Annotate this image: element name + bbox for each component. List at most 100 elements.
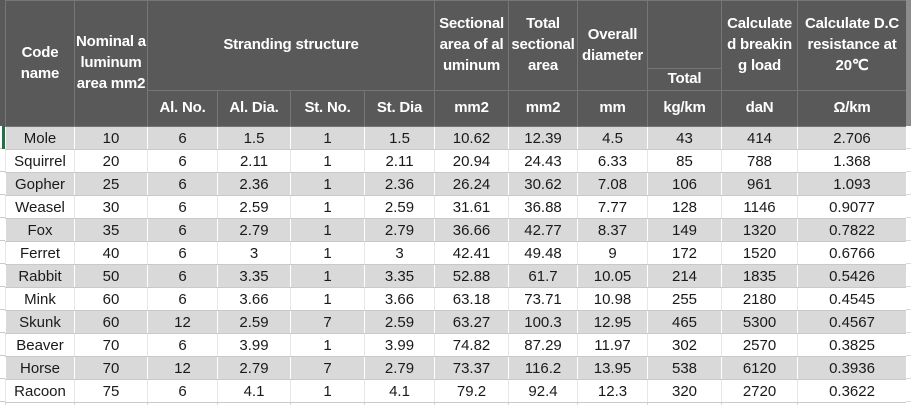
cell-value[interactable]: 2.11 (363, 149, 436, 173)
cell-value[interactable]: 1 (290, 379, 365, 403)
cell-value[interactable]: 12.95 (577, 310, 649, 334)
cell-value[interactable]: 4.5 (577, 126, 649, 150)
cell-value[interactable]: 320 (647, 379, 723, 403)
header-dc-resistance[interactable]: Calculate D.C resistance at 20℃ (797, 0, 908, 91)
cell-value[interactable]: 11.97 (577, 333, 649, 357)
cell-value[interactable]: 40 (74, 241, 148, 265)
cell-value[interactable]: 6 (147, 333, 218, 357)
cell-value[interactable]: 0.7822 (797, 218, 908, 242)
header-empty-cell[interactable] (647, 0, 723, 69)
cell-value[interactable]: 0.5426 (797, 264, 908, 288)
cell-value[interactable]: 52.88 (434, 264, 510, 288)
cell-value[interactable]: 2.79 (217, 356, 291, 380)
cell-value[interactable]: 1.093 (797, 172, 908, 196)
cell-code-name[interactable]: Squirrel (5, 149, 75, 173)
cell-value[interactable]: 8.37 (577, 218, 649, 242)
cell-value[interactable]: 788 (721, 149, 799, 173)
header-st-no[interactable]: St. No. (290, 90, 365, 127)
cell-value[interactable]: 49.48 (508, 241, 579, 265)
cell-value[interactable]: 10 (74, 126, 148, 150)
cell-value[interactable]: 149 (647, 218, 723, 242)
cell-code-name[interactable]: Ferret (5, 241, 75, 265)
cell-code-name[interactable]: Racoon (5, 379, 75, 403)
cell-value[interactable]: 2.11 (217, 149, 291, 173)
cell-value[interactable]: 1 (290, 333, 365, 357)
cell-value[interactable]: 2.36 (217, 172, 291, 196)
cell-value[interactable]: 36.66 (434, 218, 510, 242)
cell-code-name[interactable]: Weasel (5, 195, 75, 219)
cell-value[interactable]: 87.29 (508, 333, 579, 357)
cell-code-name[interactable]: Gopher (5, 172, 75, 196)
cell-value[interactable]: 1520 (721, 241, 799, 265)
cell-code-name[interactable]: Fox (5, 218, 75, 242)
cell-value[interactable]: 1146 (721, 195, 799, 219)
cell-value[interactable]: 128 (647, 195, 723, 219)
cell-value[interactable]: 1.5 (363, 126, 436, 150)
cell-value[interactable]: 6 (147, 241, 218, 265)
cell-value[interactable]: 12.3 (577, 379, 649, 403)
header-overall-diameter[interactable]: Overall diameter (577, 0, 649, 91)
cell-value[interactable]: 3.35 (363, 264, 436, 288)
header-st-dia[interactable]: St. Dia (363, 90, 436, 127)
cell-value[interactable]: 3 (363, 241, 436, 265)
header-stranding-structure[interactable]: Stranding structure (146, 0, 436, 91)
cell-value[interactable]: 25 (74, 172, 148, 196)
cell-value[interactable]: 255 (647, 287, 723, 311)
cell-value[interactable]: 63.18 (434, 287, 510, 311)
cell-value[interactable]: 0.3825 (797, 333, 908, 357)
cell-code-name[interactable]: Horse (5, 356, 75, 380)
cell-code-name[interactable]: Mole (5, 126, 75, 150)
cell-value[interactable]: 79.2 (434, 379, 510, 403)
cell-code-name[interactable]: Mink (5, 287, 75, 311)
cell-value[interactable]: 106 (647, 172, 723, 196)
cell-value[interactable]: 9 (577, 241, 649, 265)
cell-value[interactable]: 1 (290, 287, 365, 311)
cell-value[interactable]: 6 (147, 126, 218, 150)
cell-value[interactable]: 6 (147, 379, 218, 403)
cell-value[interactable]: 31.61 (434, 195, 510, 219)
cell-value[interactable]: 10.05 (577, 264, 649, 288)
cell-value[interactable]: 70 (74, 356, 148, 380)
header-unit-mm2-total[interactable]: mm2 (508, 90, 579, 127)
cell-value[interactable]: 24.43 (508, 149, 579, 173)
header-nominal-aluminum-area[interactable]: Nominal aluminum area mm2 (74, 0, 148, 127)
cell-value[interactable]: 6.33 (577, 149, 649, 173)
cell-value[interactable]: 7.08 (577, 172, 649, 196)
cell-value[interactable]: 1835 (721, 264, 799, 288)
cell-value[interactable]: 36.88 (508, 195, 579, 219)
cell-value[interactable]: 4.1 (217, 379, 291, 403)
cell-value[interactable]: 2570 (721, 333, 799, 357)
cell-value[interactable]: 12 (147, 356, 218, 380)
cell-value[interactable]: 1320 (721, 218, 799, 242)
cell-value[interactable]: 6 (147, 218, 218, 242)
cell-value[interactable]: 538 (647, 356, 723, 380)
cell-value[interactable]: 7 (290, 356, 365, 380)
cell-value[interactable]: 6120 (721, 356, 799, 380)
cell-value[interactable]: 43 (647, 126, 723, 150)
cell-code-name[interactable]: Rabbit (5, 264, 75, 288)
cell-value[interactable]: 116.2 (508, 356, 579, 380)
cell-value[interactable]: 2720 (721, 379, 799, 403)
cell-value[interactable]: 100.3 (508, 310, 579, 334)
cell-value[interactable]: 50 (74, 264, 148, 288)
cell-value[interactable]: 63.27 (434, 310, 510, 334)
cell-value[interactable]: 6 (147, 264, 218, 288)
cell-value[interactable]: 2180 (721, 287, 799, 311)
cell-value[interactable]: 30.62 (508, 172, 579, 196)
cell-value[interactable]: 35 (74, 218, 148, 242)
cell-value[interactable]: 414 (721, 126, 799, 150)
cell-value[interactable]: 30 (74, 195, 148, 219)
cell-value[interactable]: 1 (290, 126, 365, 150)
cell-value[interactable]: 73.37 (434, 356, 510, 380)
cell-code-name[interactable]: Skunk (5, 310, 75, 334)
cell-value[interactable]: 92.4 (508, 379, 579, 403)
cell-value[interactable]: 70 (74, 333, 148, 357)
cell-value[interactable]: 302 (647, 333, 723, 357)
cell-value[interactable]: 26.24 (434, 172, 510, 196)
cell-value[interactable]: 0.6766 (797, 241, 908, 265)
cell-value[interactable]: 4.1 (363, 379, 436, 403)
cell-value[interactable]: 60 (74, 287, 148, 311)
cell-value[interactable]: 1 (290, 172, 365, 196)
cell-value[interactable]: 3.66 (363, 287, 436, 311)
cell-value[interactable]: 10.98 (577, 287, 649, 311)
